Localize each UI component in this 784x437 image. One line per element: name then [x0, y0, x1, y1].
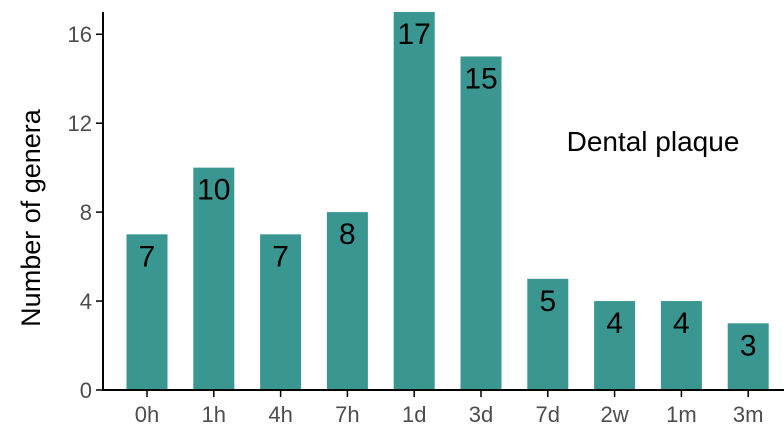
x-axis: 0h 1h 4h 7h 1d 3d 7d 2w 1m 3m [103, 389, 784, 427]
y-tick-label-8: 8 [80, 200, 92, 225]
y-tick-label-0: 0 [80, 378, 92, 403]
x-tick-label-1d: 1d [402, 402, 426, 427]
data-label-1m: 4 [673, 307, 690, 340]
bar-group [126, 12, 769, 390]
data-label-0h: 7 [139, 240, 156, 273]
data-label-7d: 5 [539, 285, 556, 318]
data-label-3d: 15 [464, 62, 497, 95]
data-label-1h: 10 [197, 174, 230, 207]
bar-1d [393, 12, 435, 390]
x-tick-label-4h: 4h [268, 402, 292, 427]
plaque-annotation: Dental plaque [567, 126, 740, 157]
bar-3m [727, 323, 769, 390]
bar-7h [326, 212, 368, 390]
x-tick-label-3m: 3m [733, 402, 764, 427]
data-label-4h: 7 [272, 240, 289, 273]
y-axis-title: Number of genera [16, 108, 46, 327]
bar-0h [126, 234, 168, 390]
bar-3d [460, 56, 502, 390]
x-tick-label-1h: 1h [202, 402, 226, 427]
y-tick-label-4: 4 [80, 289, 92, 314]
bar-2w [594, 301, 636, 390]
y-axis: 0 4 8 12 16 [68, 12, 104, 403]
bar-1h [193, 167, 235, 390]
x-tick-label-1m: 1m [666, 402, 697, 427]
x-tick-label-0h: 0h [135, 402, 159, 427]
bar-7d [527, 278, 569, 390]
x-tick-label-7h: 7h [335, 402, 359, 427]
x-tick-label-7d: 7d [536, 402, 560, 427]
bar-4h [260, 234, 302, 390]
data-label-3m: 3 [740, 329, 757, 362]
data-label-group: 7 10 7 8 17 15 5 4 4 3 [139, 18, 757, 362]
x-tick-label-2w: 2w [601, 402, 629, 427]
bar-1m [660, 301, 702, 390]
y-tick-label-12: 12 [68, 111, 92, 136]
x-tick-label-3d: 3d [469, 402, 493, 427]
y-tick-label-16: 16 [68, 22, 92, 47]
data-label-7h: 8 [339, 218, 356, 251]
data-label-1d: 17 [398, 18, 431, 51]
data-label-2w: 4 [606, 307, 623, 340]
